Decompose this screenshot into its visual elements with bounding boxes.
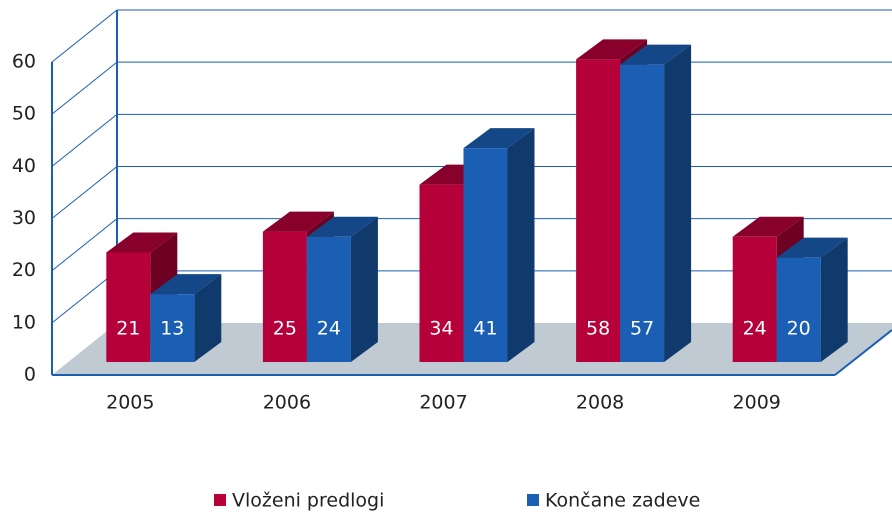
legend-swatch [527, 494, 539, 506]
legend-label: Vloženi predlogi [232, 490, 384, 512]
bar [106, 252, 151, 362]
y-tick-label: 20 [12, 259, 36, 281]
y-tick-label: 60 [12, 51, 36, 73]
value-label: 25 [273, 318, 297, 340]
grid-line [51, 61, 892, 115]
y-tick-label: 0 [24, 364, 36, 386]
bar-top [106, 232, 178, 253]
bar [150, 294, 195, 362]
bar-top [262, 211, 334, 232]
legend-label: Končane zadeve [545, 490, 700, 512]
bar [576, 59, 621, 362]
bar [463, 148, 508, 362]
value-label: 57 [630, 318, 654, 340]
bar [306, 236, 351, 362]
bar [620, 64, 665, 363]
value-label: 58 [586, 318, 610, 340]
bar-side [820, 237, 848, 362]
bar [262, 231, 307, 362]
value-label: 20 [787, 318, 811, 340]
grid-line [51, 9, 892, 63]
value-label: 34 [429, 318, 453, 340]
y-tick-label: 50 [12, 103, 36, 125]
bar-side [350, 216, 378, 362]
legend-swatch [214, 494, 226, 506]
bar-top [732, 216, 804, 237]
value-label: 24 [743, 318, 767, 340]
bar-side [664, 44, 692, 363]
value-label: 24 [317, 318, 341, 340]
bar-top [306, 216, 378, 237]
x-axis-depth [834, 329, 892, 376]
y-tick-label: 30 [12, 207, 36, 229]
x-tick-label: 2005 [106, 392, 154, 414]
bar [776, 257, 821, 362]
value-label: 13 [160, 318, 184, 340]
value-label: 41 [473, 318, 497, 340]
x-tick-label: 2007 [419, 392, 467, 414]
bar-top [463, 128, 535, 149]
x-tick-label: 2009 [733, 392, 781, 414]
bar-top [776, 237, 848, 258]
bar-side [194, 274, 222, 362]
y-tick-label: 40 [12, 155, 36, 177]
bar-top [620, 44, 692, 65]
bar-top [150, 274, 222, 295]
y-tick-label: 10 [12, 311, 36, 333]
value-label: 21 [116, 318, 140, 340]
x-tick-label: 2006 [263, 392, 311, 414]
bar [732, 236, 777, 362]
x-tick-label: 2008 [576, 392, 624, 414]
bar-top [576, 39, 648, 60]
bar [419, 184, 464, 362]
bar-side [507, 128, 535, 362]
